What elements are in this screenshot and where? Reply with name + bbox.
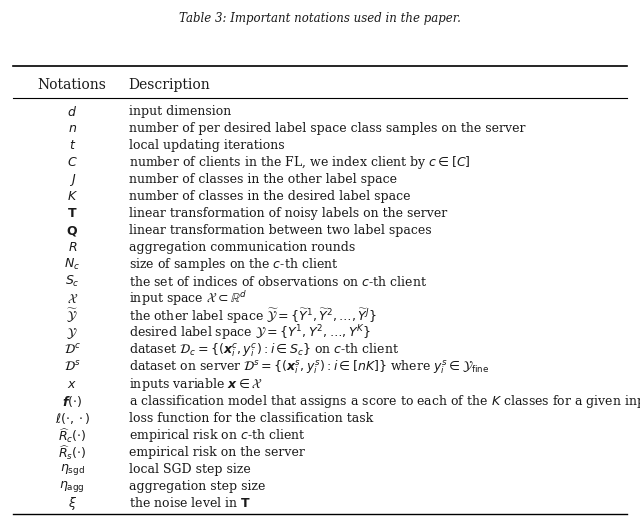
Text: Notations: Notations xyxy=(38,78,107,92)
Text: aggregation step size: aggregation step size xyxy=(129,480,265,493)
Text: a classification model that assigns a score to each of the $K$ classes for a giv: a classification model that assigns a sc… xyxy=(129,393,640,410)
Text: $n$: $n$ xyxy=(68,122,77,135)
Text: input dimension: input dimension xyxy=(129,105,231,118)
Text: loss function for the classification task: loss function for the classification tas… xyxy=(129,412,373,425)
Text: $\widehat{R}_c(\cdot)$: $\widehat{R}_c(\cdot)$ xyxy=(58,426,86,445)
Text: $\mathbf{Q}$: $\mathbf{Q}$ xyxy=(67,224,78,238)
Text: $N_c$: $N_c$ xyxy=(64,257,80,272)
Text: $C$: $C$ xyxy=(67,156,77,169)
Text: empirical risk on $c$-th client: empirical risk on $c$-th client xyxy=(129,427,305,444)
Text: Table 3: Important notations used in the paper.: Table 3: Important notations used in the… xyxy=(179,12,461,25)
Text: number of clients in the FL, we index client by $c \in [C]$: number of clients in the FL, we index cl… xyxy=(129,154,470,171)
Text: $\eta_{\mathrm{sgd}}$: $\eta_{\mathrm{sgd}}$ xyxy=(60,462,84,477)
Text: $t$: $t$ xyxy=(68,139,76,152)
Text: $d$: $d$ xyxy=(67,105,77,119)
Text: Description: Description xyxy=(129,78,211,92)
Text: dataset $\mathcal{D}_c = \{(\boldsymbol{x}_i^c, y_i^c) : i \in S_c\}$ on $c$-th : dataset $\mathcal{D}_c = \{(\boldsymbol{… xyxy=(129,342,399,359)
Text: number of classes in the other label space: number of classes in the other label spa… xyxy=(129,173,397,186)
Text: empirical risk on the server: empirical risk on the server xyxy=(129,446,305,459)
Text: $\eta_{\mathrm{agg}}$: $\eta_{\mathrm{agg}}$ xyxy=(60,479,85,494)
Text: the other label space $\widetilde{\mathcal{Y}} = \{\widetilde{Y}^1, \widetilde{Y: the other label space $\widetilde{\mathc… xyxy=(129,306,377,326)
Text: dataset on server $\mathcal{D}^s = \{(\boldsymbol{x}_i^s, y_i^s) : i \in [nK]\}$: dataset on server $\mathcal{D}^s = \{(\b… xyxy=(129,358,489,376)
Text: $S_c$: $S_c$ xyxy=(65,275,79,290)
Text: $\mathcal{D}^s$: $\mathcal{D}^s$ xyxy=(64,360,81,374)
Text: $\ell(\cdot, \cdot)$: $\ell(\cdot, \cdot)$ xyxy=(54,411,90,426)
Text: inputs variable $\boldsymbol{x} \in \mathcal{X}$: inputs variable $\boldsymbol{x} \in \mat… xyxy=(129,376,262,393)
Text: $x$: $x$ xyxy=(67,378,77,391)
Text: $J$: $J$ xyxy=(68,172,76,188)
Text: aggregation communication rounds: aggregation communication rounds xyxy=(129,241,355,254)
Text: linear transformation between two label spaces: linear transformation between two label … xyxy=(129,224,431,237)
Text: $\mathcal{D}^c$: $\mathcal{D}^c$ xyxy=(64,343,81,357)
Text: $\widetilde{\mathcal{Y}}$: $\widetilde{\mathcal{Y}}$ xyxy=(66,307,78,325)
Text: number of classes in the desired label space: number of classes in the desired label s… xyxy=(129,190,410,203)
Text: $\mathcal{Y}$: $\mathcal{Y}$ xyxy=(67,325,78,340)
Text: local updating iterations: local updating iterations xyxy=(129,139,284,152)
Text: number of per desired label space class samples on the server: number of per desired label space class … xyxy=(129,122,525,135)
Text: input space $\mathcal{X} \subset \mathbb{R}^d$: input space $\mathcal{X} \subset \mathbb… xyxy=(129,290,247,309)
Text: desired label space $\mathcal{Y} = \{Y^1, Y^2, \ldots, Y^K\}$: desired label space $\mathcal{Y} = \{Y^1… xyxy=(129,323,371,343)
Text: $\mathbf{T}$: $\mathbf{T}$ xyxy=(67,207,77,220)
Text: $K$: $K$ xyxy=(67,190,78,203)
Text: size of samples on the $c$-th client: size of samples on the $c$-th client xyxy=(129,256,338,274)
Text: the set of indices of observations on $c$-th client: the set of indices of observations on $c… xyxy=(129,275,427,289)
Text: local SGD step size: local SGD step size xyxy=(129,463,250,476)
Text: linear transformation of noisy labels on the server: linear transformation of noisy labels on… xyxy=(129,207,447,220)
Text: $\xi$: $\xi$ xyxy=(68,495,77,512)
Text: $\mathcal{X}$: $\mathcal{X}$ xyxy=(67,292,78,305)
Text: $\boldsymbol{f}(\cdot)$: $\boldsymbol{f}(\cdot)$ xyxy=(62,394,83,409)
Text: $\widehat{R}_s(\cdot)$: $\widehat{R}_s(\cdot)$ xyxy=(58,443,86,462)
Text: the noise level in $\mathbf{T}$: the noise level in $\mathbf{T}$ xyxy=(129,496,251,510)
Text: $R$: $R$ xyxy=(67,241,77,254)
